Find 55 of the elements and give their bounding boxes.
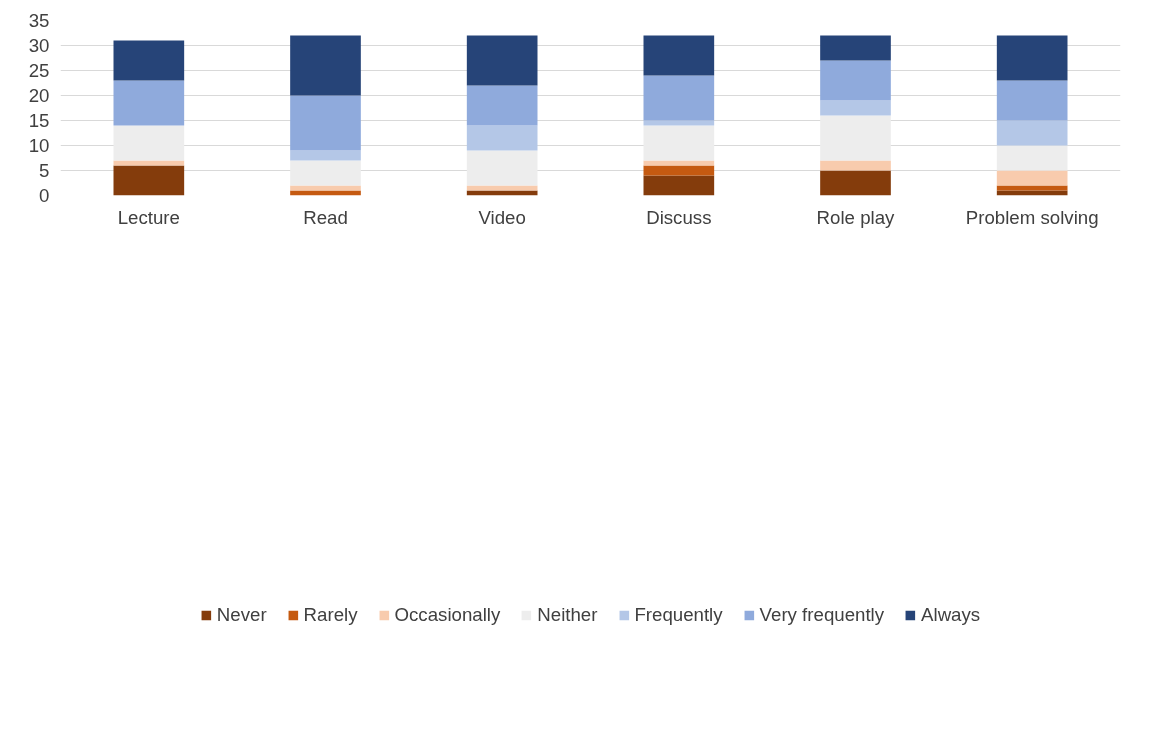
bar [290, 185, 361, 191]
x-tick-label: Discuss [646, 206, 712, 228]
x-tick-label: Role play [816, 206, 896, 228]
bar [290, 160, 361, 186]
bar [996, 185, 1068, 191]
x-tick-label: Lecture [117, 206, 180, 228]
bar [113, 125, 185, 161]
bar [466, 125, 538, 151]
x-tick-label: Video [478, 206, 526, 228]
bar [113, 160, 185, 166]
legend-label: Neither [537, 603, 598, 626]
bar [466, 150, 538, 186]
bar [113, 80, 185, 126]
bar [466, 35, 538, 86]
bar [820, 60, 891, 101]
y-tick-label: 5 [39, 160, 50, 181]
bar [113, 40, 185, 81]
bar [820, 170, 891, 196]
bar [996, 170, 1068, 186]
y-tick-label: 35 [28, 10, 50, 31]
bar [996, 120, 1068, 146]
legend-label: Always [921, 603, 981, 626]
bar [290, 150, 361, 161]
bar [466, 85, 538, 126]
bar [290, 35, 361, 96]
bar [820, 100, 891, 116]
bar [643, 160, 715, 166]
y-tick-label: 30 [28, 35, 50, 56]
legend-label: Rarely [303, 603, 358, 626]
y-tick-label: 0 [39, 185, 50, 206]
y-tick-label: 20 [28, 85, 50, 106]
bar [466, 185, 538, 191]
legend-label: Frequently [634, 603, 723, 626]
bar [113, 165, 185, 196]
bar [643, 165, 715, 176]
legend-label: Never [216, 603, 267, 626]
bar [996, 80, 1068, 121]
bar [643, 35, 715, 76]
bar [820, 115, 891, 161]
y-tick-label: 10 [28, 135, 50, 156]
y-tick-label: 15 [28, 110, 50, 131]
bar [996, 145, 1068, 171]
x-tick-label: Problem solving [965, 206, 1099, 228]
y-tick-label: 25 [28, 60, 50, 81]
bar [643, 75, 715, 121]
bar [643, 125, 715, 161]
bar [643, 120, 715, 126]
bar [996, 35, 1068, 81]
x-tick-label: Read [303, 206, 348, 228]
legend-label: Occasionally [394, 603, 501, 626]
bar [820, 160, 891, 171]
bar [820, 35, 891, 61]
bar [290, 95, 361, 151]
legend-label: Very frequently [759, 603, 885, 626]
bar [643, 175, 715, 196]
